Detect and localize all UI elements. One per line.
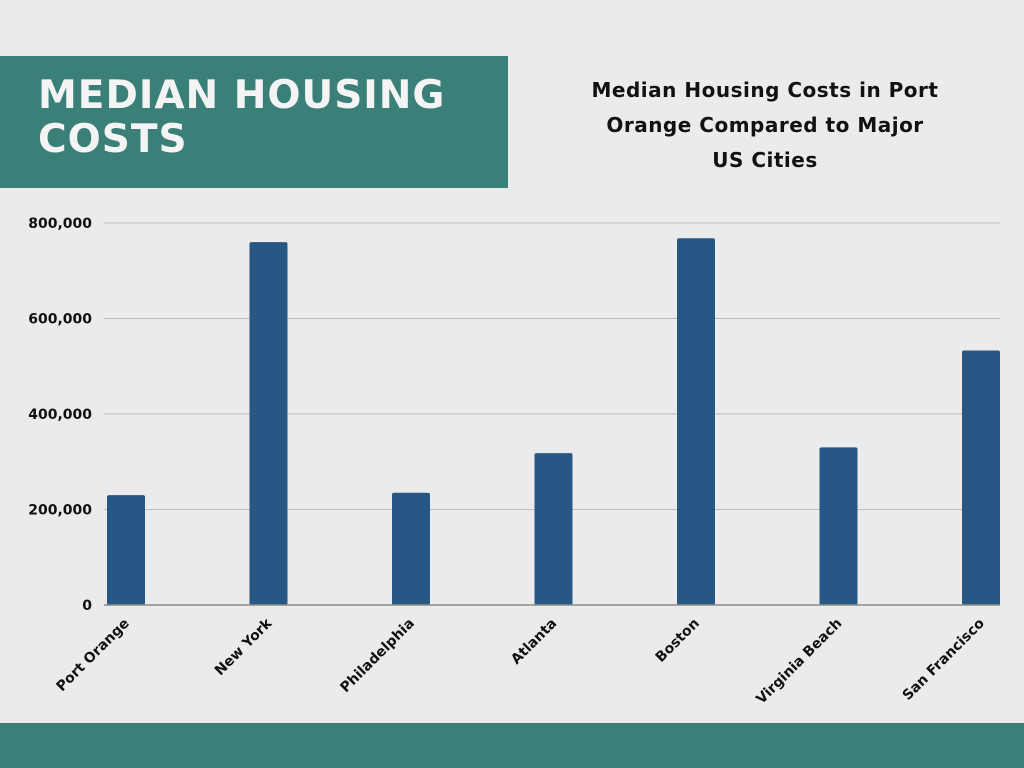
banner-title: MEDIAN HOUSING COSTS — [38, 73, 446, 162]
bar-chart: 0 200,000 400,000 600,000 800,000 Port Orange… — [28, 216, 1000, 708]
y-tick-label: 800,000 — [28, 216, 92, 232]
y-tick-label: 400,000 — [28, 407, 92, 423]
x-tick-label: Atlanta — [508, 616, 560, 668]
bar — [962, 350, 1000, 605]
y-tick-label: 200,000 — [28, 503, 92, 519]
x-tick-label: Virginia Beach — [753, 616, 845, 708]
bar — [249, 242, 288, 605]
y-tick-label: 600,000 — [28, 312, 92, 328]
x-tick-label: San Francisco — [900, 615, 988, 703]
bar — [107, 495, 145, 605]
bar — [819, 447, 858, 605]
x-tick-label: Port Orange — [54, 616, 133, 695]
footer-band — [0, 723, 1024, 768]
x-tick-label: New York — [212, 615, 276, 679]
x-tick-label: Philadelphia — [337, 616, 417, 696]
x-tick-label: Boston — [653, 616, 703, 666]
title-banner — [0, 56, 508, 188]
y-tick-label: 0 — [82, 598, 92, 614]
bar — [392, 492, 430, 605]
bar — [534, 453, 573, 605]
chart-title: Median Housing Costs in Port Orange Comp… — [591, 78, 939, 172]
bar — [677, 238, 715, 605]
